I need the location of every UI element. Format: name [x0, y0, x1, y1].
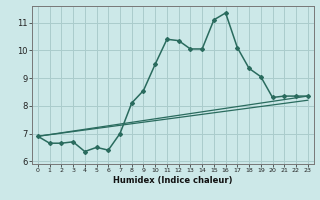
X-axis label: Humidex (Indice chaleur): Humidex (Indice chaleur)	[113, 176, 233, 185]
